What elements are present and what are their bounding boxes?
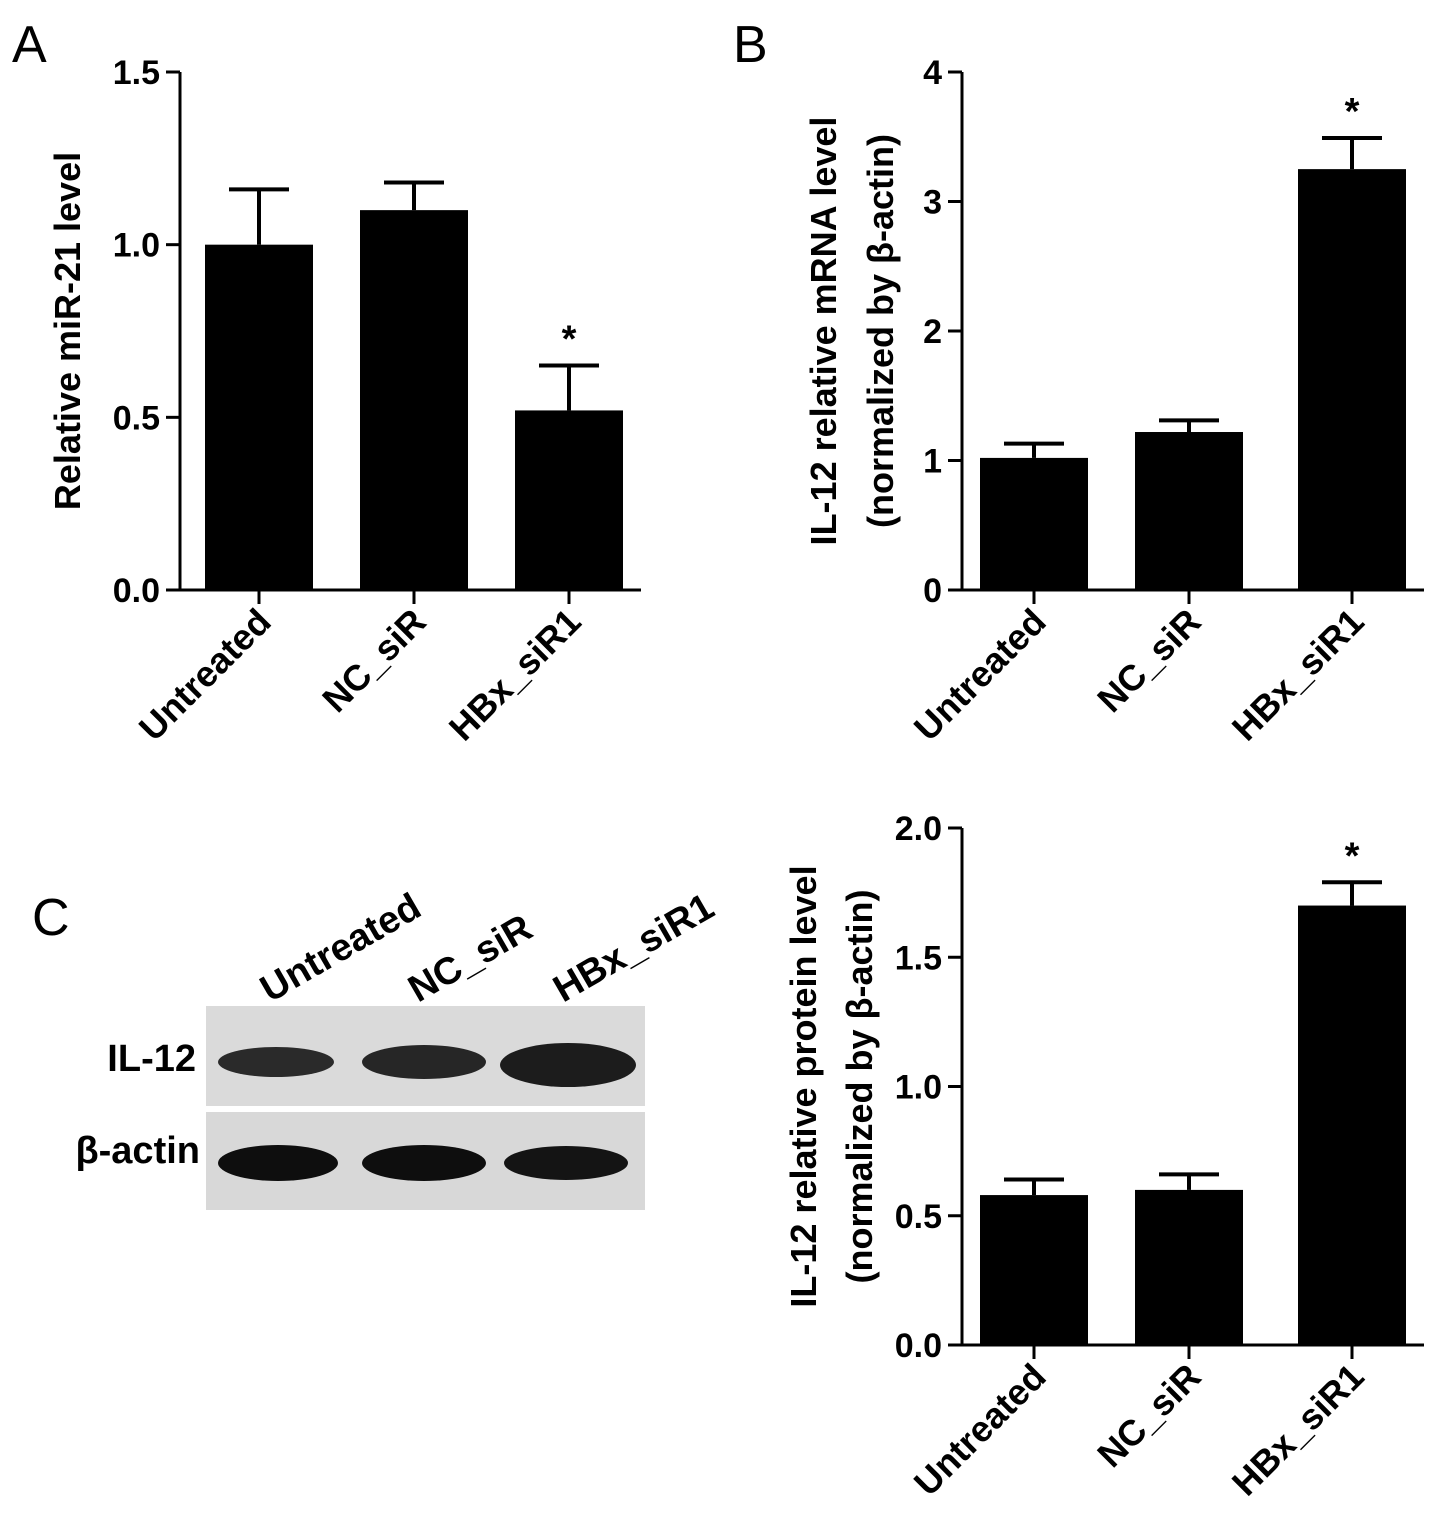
y-tick-label: 0.5 [113, 399, 160, 437]
blot-row-label-beta-actin: β-actin [75, 1130, 200, 1172]
significance-marker: * [562, 319, 577, 361]
panel-label-b: B [733, 16, 768, 74]
y-axis-label: Relative miR-21 level [47, 152, 88, 510]
band-il12-nc-sir [362, 1045, 486, 1079]
x-tick-label-nc-sir: NC_siR [1089, 1356, 1209, 1476]
band-actin-hbx-sir1 [504, 1146, 628, 1180]
x-tick-label-hbx-sir1: HBx_siR1 [1224, 601, 1372, 749]
significance-marker: * [1345, 835, 1360, 877]
y-tick-label: 1.5 [895, 939, 942, 977]
y-tick-label: 3 [923, 184, 942, 222]
bar-nc-sir [360, 210, 468, 590]
chart-il12-protein: 0.0 0.5 1.0 1.5 2.0 IL-12 relative protein le… [783, 810, 1424, 1504]
y-tick-label: 0.0 [895, 1327, 942, 1365]
y-tick-label: 0 [923, 572, 942, 610]
band-il12-hbx-sir1 [500, 1043, 636, 1087]
y-axis-label: IL-12 relative mRNA level [803, 117, 844, 546]
panel-label-a: A [12, 16, 47, 74]
bar-hbx-sir1 [1298, 169, 1406, 590]
panel-label-c: C [32, 889, 70, 947]
chart-mir21: 0.0 0.5 1.0 1.5 Relative miR-21 level Untreat… [47, 54, 641, 749]
bar-hbx-sir1 [1298, 905, 1406, 1345]
bar-hbx-sir1 [515, 410, 623, 590]
bar-nc-sir [1135, 1189, 1243, 1345]
band-il12-untreated [218, 1047, 334, 1077]
bar-untreated [205, 244, 313, 590]
y-tick-label: 0.5 [895, 1198, 942, 1236]
y-axis-label-secondary: (normalized by β-actin) [839, 889, 880, 1283]
y-tick-label: 2.0 [895, 810, 942, 848]
x-tick-label-untreated: Untreated [906, 1356, 1054, 1504]
blot-row-label-il12: IL-12 [107, 1038, 196, 1080]
blot-lane-label-hbx-sir1: HBx_siR1 [547, 886, 722, 1011]
y-tick-label: 1.5 [113, 54, 160, 92]
bar-nc-sir [1135, 432, 1243, 590]
y-tick-label: 1.0 [895, 1069, 942, 1107]
x-tick-label-nc-sir: NC_siR [1089, 601, 1209, 721]
significance-marker: * [1345, 91, 1360, 133]
y-axis-label: IL-12 relative protein level [783, 865, 824, 1307]
x-tick-label-untreated: Untreated [131, 601, 279, 749]
band-actin-untreated [218, 1145, 338, 1181]
y-tick-label: 2 [923, 313, 942, 351]
y-axis-label-secondary: (normalized by β-actin) [860, 134, 901, 528]
band-actin-nc-sir [362, 1145, 486, 1181]
bar-untreated [980, 1195, 1088, 1345]
y-tick-label: 1 [923, 443, 942, 481]
y-tick-label: 4 [923, 54, 942, 92]
western-blot: Untreated NC_siR HBx_siR1 IL-12 β-actin [75, 886, 721, 1210]
x-tick-label-hbx-sir1: HBx_siR1 [1224, 1356, 1372, 1504]
x-tick-label-nc-sir: NC_siR [314, 601, 434, 721]
chart-il12-mrna: 0 1 2 3 4 IL-12 relative mRNA level (normalize… [803, 54, 1424, 749]
y-tick-label: 1.0 [113, 227, 160, 265]
bar-untreated [980, 457, 1088, 590]
x-tick-label-untreated: Untreated [906, 601, 1054, 749]
x-tick-label-hbx-sir1: HBx_siR1 [441, 601, 589, 749]
blot-lane-label-untreated: Untreated [254, 886, 429, 1011]
y-tick-label: 0.0 [113, 572, 160, 610]
